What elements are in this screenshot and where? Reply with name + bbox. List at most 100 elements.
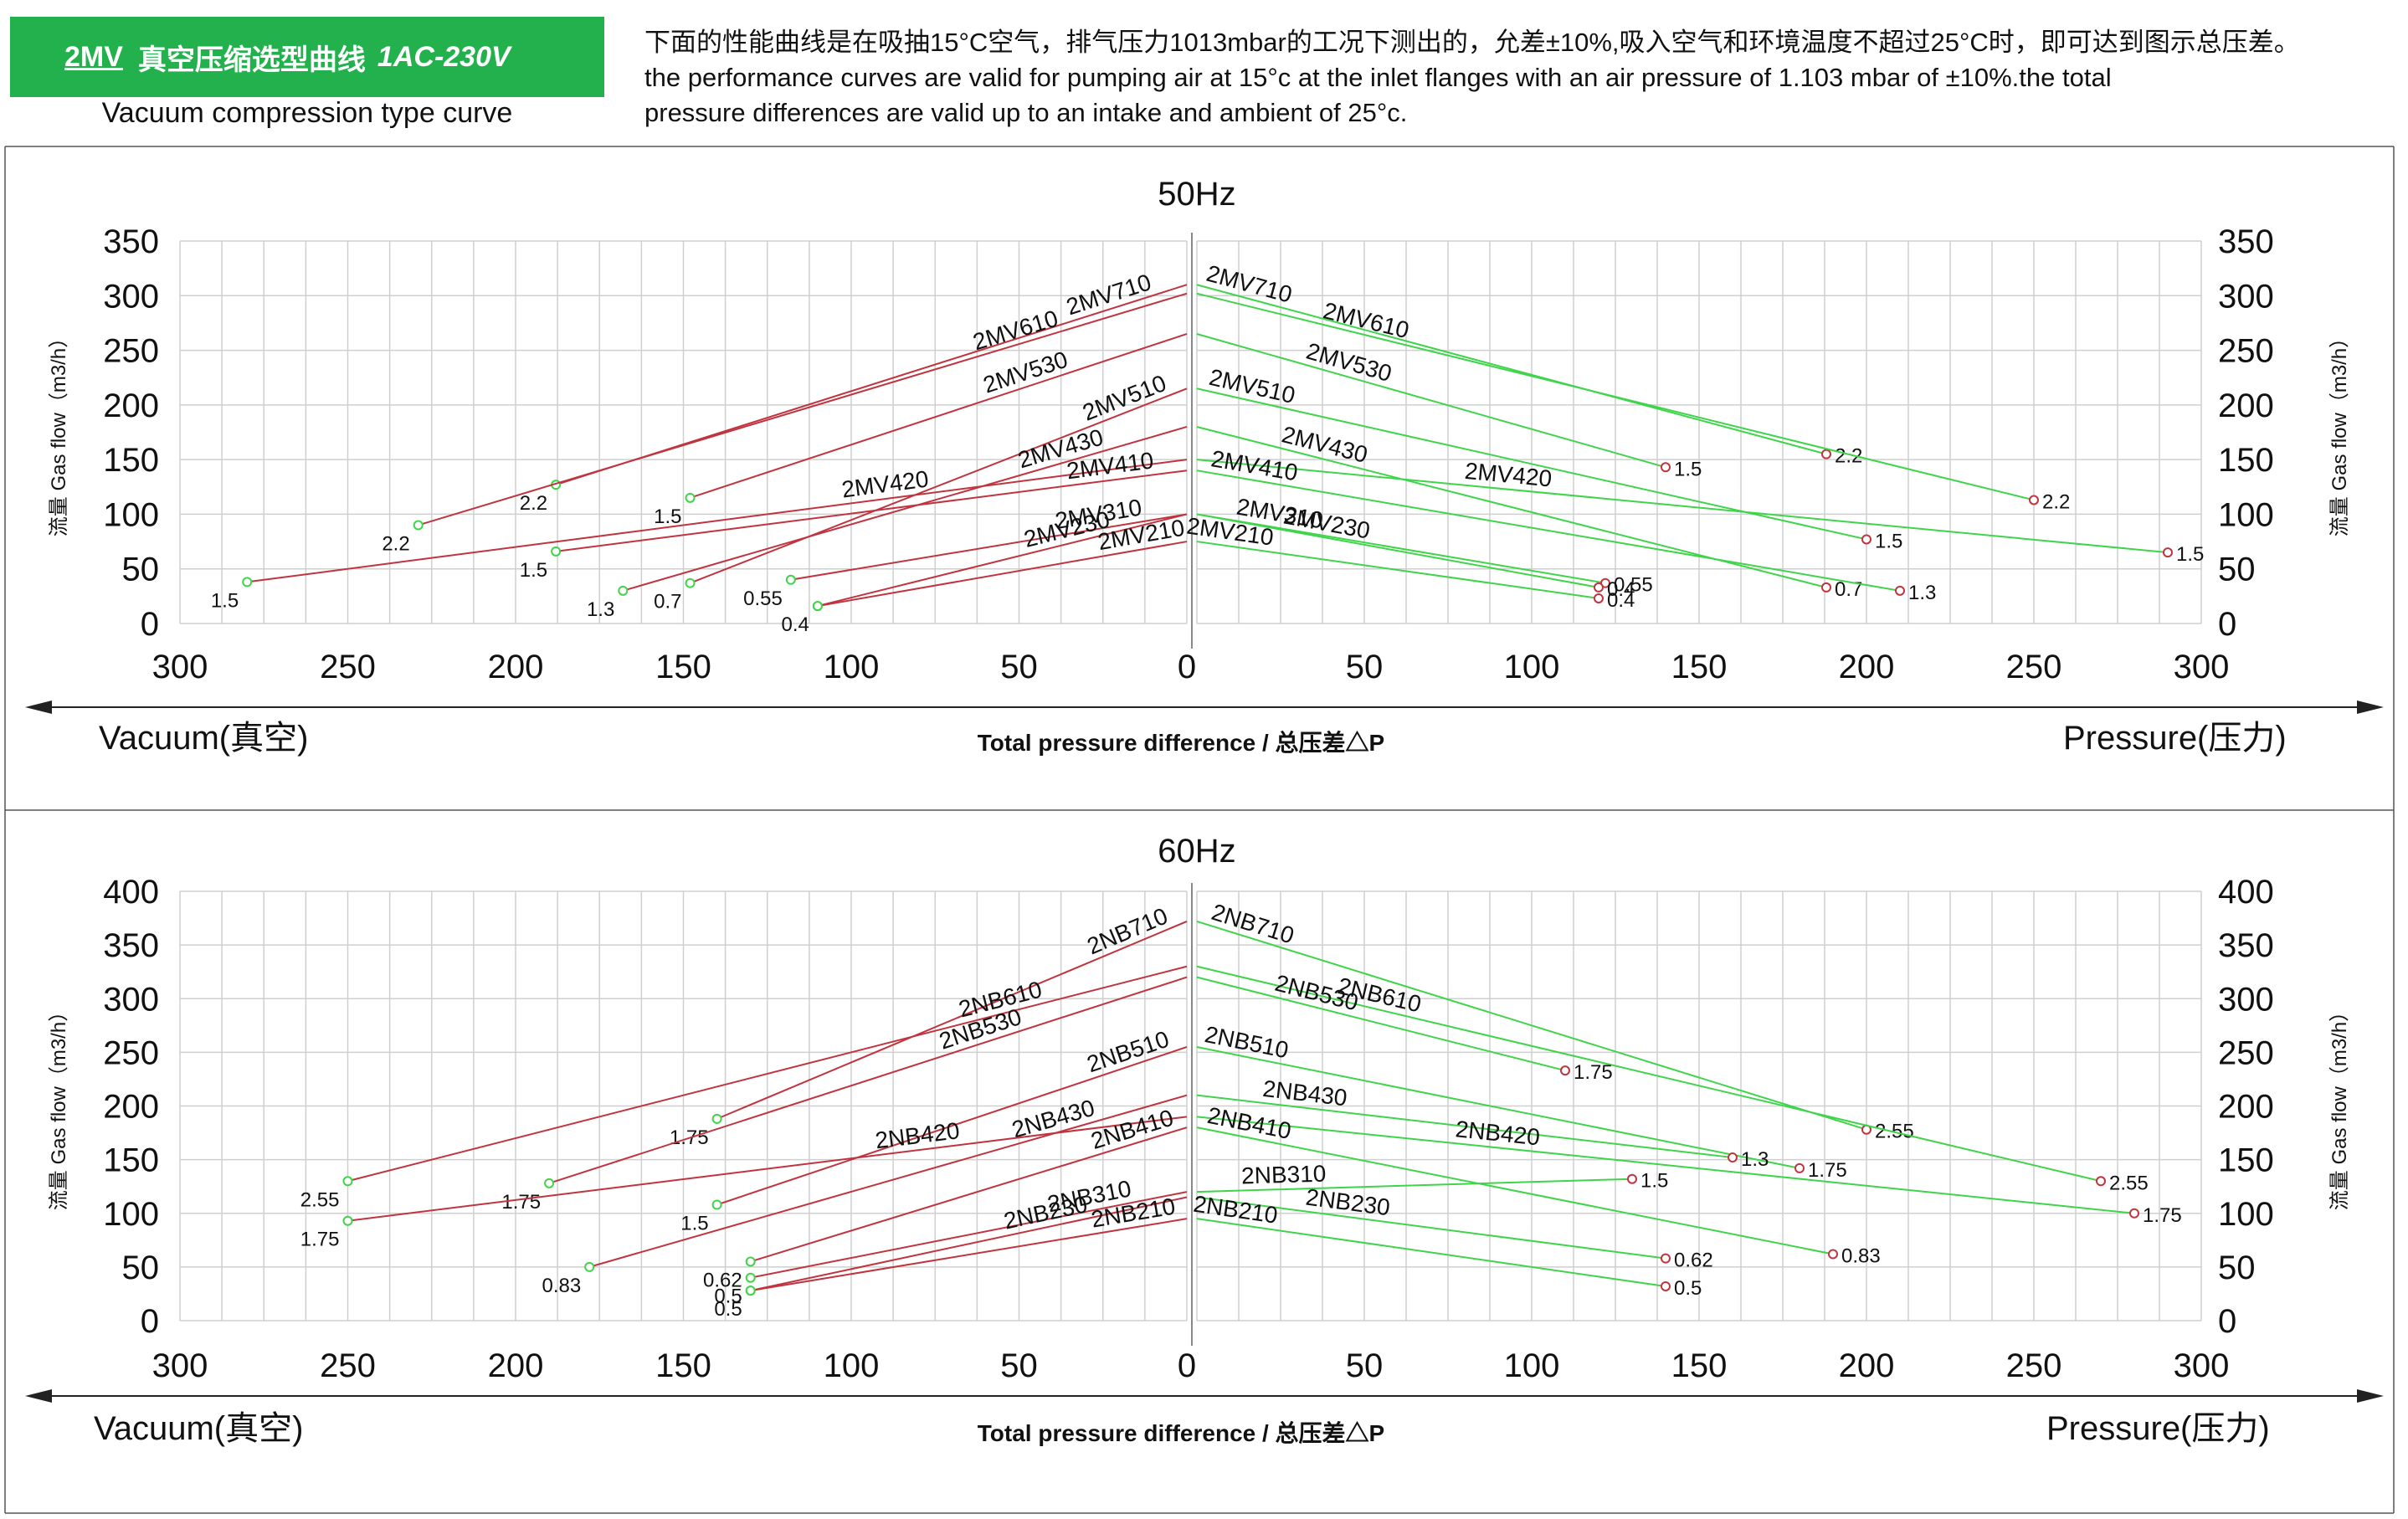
pressure-endpoint-label: 0.4 — [1607, 589, 1635, 612]
x-tick-label-pressure: 100 — [1504, 649, 1560, 685]
pressure-curve-2NB230 — [1196, 1196, 1666, 1260]
y-tick-label-right: 300 — [2218, 981, 2274, 1018]
frequency-title-60Hz: 60Hz — [1158, 833, 1235, 870]
y-tick-label-right: 400 — [2218, 874, 2274, 911]
y-tick-label-right: 50 — [2218, 1250, 2256, 1286]
right-arrow-head — [2357, 700, 2384, 714]
y-tick-label-right: 300 — [2218, 278, 2274, 315]
vacuum-endpoint-2MV510 — [685, 577, 696, 588]
x-tick-label-vacuum: 150 — [655, 1347, 711, 1384]
pressure-endpoint-label: 0.5 — [1674, 1277, 1702, 1300]
y-tick-label-left: 300 — [103, 981, 159, 1018]
pressure-curve-2MV310 — [1196, 513, 1606, 584]
pressure-curve-2MV610 — [1196, 292, 2035, 501]
vacuum-endpoint-2NB430 — [584, 1261, 595, 1272]
vacuum-endpoint-label: 0.4 — [782, 613, 809, 636]
pressure-endpoint-2MV530 — [1661, 462, 1671, 473]
x-tick-label-vacuum: 100 — [824, 649, 880, 685]
y-tick-label-right: 100 — [2218, 1196, 2274, 1233]
y-tick-label-right: 250 — [2218, 333, 2274, 370]
pressure-endpoint-2MV710 — [1821, 449, 1831, 459]
pressure-curve-label: 2MV530 — [1303, 338, 1394, 387]
vacuum-curve-2MV430 — [623, 426, 1188, 592]
vacuum-endpoint-2MV420 — [242, 577, 253, 588]
pressure-endpoint-label: 0.83 — [1841, 1244, 1881, 1267]
pressure-label: Pressure(压力) — [2063, 720, 2287, 757]
pressure-endpoint-2NB610 — [2096, 1176, 2106, 1187]
vacuum-curve-2NB310 — [750, 1191, 1188, 1279]
pressure-curve-2MV710 — [1196, 284, 1827, 455]
x-tick-label-pressure: 250 — [2006, 649, 2062, 685]
pressure-curve-2MV530 — [1196, 333, 1666, 469]
note-line-2: the performance curves are valid for pum… — [644, 63, 2112, 92]
y-tick-label-left: 250 — [103, 1034, 159, 1071]
x-tick-label-vacuum: 200 — [488, 649, 544, 685]
pressure-endpoint-label: 1.5 — [1674, 458, 1702, 480]
pressure-curve-2NB710 — [1196, 920, 1867, 1131]
vacuum-endpoint-label: 0.83 — [542, 1275, 582, 1297]
header-badge: 2MV 真空压缩选型曲线 1AC-230V — [10, 17, 604, 97]
y-axis-label-right: 流量 Gas flow（m3/h） — [2328, 1002, 2351, 1210]
vacuum-curve-label: 2MV420 — [840, 465, 930, 502]
pressure-endpoint-2NB510 — [1794, 1162, 1805, 1173]
y-tick-label-left: 300 — [103, 278, 159, 315]
vacuum-curve-label: 2NB420 — [874, 1117, 961, 1153]
vacuum-endpoint-2NB310 — [745, 1272, 756, 1283]
y-tick-label-left: 250 — [103, 333, 159, 370]
model-name: 2MV — [64, 40, 123, 73]
y-tick-label-left: 350 — [103, 223, 159, 260]
pressure-endpoint-label: 1.3 — [1741, 1148, 1769, 1171]
pressure-endpoint-label: 0.55 — [1614, 574, 1653, 597]
vacuum-label: Vacuum(真空) — [99, 720, 308, 757]
pressure-endpoint-2MV420 — [2163, 547, 2173, 558]
vacuum-curve-label: 2NB710 — [1083, 903, 1171, 960]
vacuum-endpoint-2MV210 — [812, 601, 823, 612]
vacuum-curve-2NB530 — [548, 976, 1188, 1184]
vacuum-endpoint-2NB420 — [342, 1215, 353, 1226]
pressure-curve-2NB430 — [1196, 1094, 1733, 1159]
y-axis-label-right: 流量 Gas flow（m3/h） — [2328, 328, 2351, 536]
pressure-endpoint-label: 0.4 — [1607, 578, 1635, 601]
pressure-curve-2MV420 — [1196, 459, 2169, 554]
vacuum-endpoint-label: 1.5 — [211, 589, 239, 612]
vacuum-endpoint-label: 0.5 — [714, 1286, 742, 1308]
total-pressure-label: Total pressure difference / 总压差△P — [978, 1419, 1385, 1446]
y-tick-label-left: 0 — [141, 1303, 159, 1340]
pressure-endpoint-2NB230 — [1661, 1253, 1671, 1264]
notes: 下面的性能曲线是在吸抽15°C空气，排气压力1013mbar的工况下测出的，允差… — [644, 25, 2402, 131]
vacuum-endpoint-2NB410 — [745, 1256, 756, 1267]
x-tick-label-vacuum: 250 — [320, 649, 376, 685]
chart-title-cn: 真空压缩选型曲线 — [137, 44, 366, 76]
vacuum-curve-label: 2MV610 — [970, 305, 1061, 356]
y-tick-label-right: 350 — [2218, 223, 2274, 260]
vacuum-endpoint-label: 0.7 — [654, 591, 681, 613]
pressure-curve-label: 2NB230 — [1304, 1184, 1391, 1221]
pressure-endpoint-label: 1.5 — [1875, 530, 1902, 552]
x-tick-label-pressure: 250 — [2006, 1347, 2062, 1384]
pressure-curve-label: 2MV610 — [1321, 297, 1412, 343]
pressure-curve-2NB210 — [1196, 1218, 1666, 1287]
vacuum-endpoint-2MV610 — [413, 520, 424, 531]
pressure-endpoint-label: 1.75 — [1808, 1159, 1847, 1182]
vacuum-endpoint-2NB530 — [544, 1178, 555, 1188]
pressure-endpoint-2MV210 — [1594, 593, 1604, 603]
vacuum-curve-2MV310 — [790, 513, 1188, 581]
vacuum-curve-2MV510 — [690, 387, 1188, 584]
pressure-curve-2NB310 — [1196, 1178, 1633, 1193]
note-line-3: pressure differences are valid up to an … — [644, 98, 1408, 127]
y-tick-label-left: 50 — [122, 552, 160, 588]
y-axis-label-left: 流量 Gas flow（m3/h） — [48, 1002, 70, 1210]
pressure-curve-label: 2NB710 — [1209, 899, 1297, 949]
pressure-curve-2NB510 — [1196, 1045, 1800, 1169]
pressure-endpoint-label: 2.2 — [2042, 490, 2070, 513]
pressure-curve-2MV510 — [1196, 387, 1867, 541]
y-tick-label-left: 200 — [103, 387, 159, 424]
pressure-endpoint-2NB420 — [2129, 1208, 2139, 1219]
note-line-1: 下面的性能曲线是在吸抽15°C空气，排气压力1013mbar的工况下测出的，允差… — [644, 28, 2300, 57]
x-tick-label-vacuum: 50 — [1000, 1347, 1038, 1384]
vacuum-curve-2NB610 — [347, 965, 1188, 1183]
x-tick-label-vacuum: 0 — [1178, 1347, 1196, 1384]
vacuum-endpoint-label: 2.55 — [300, 1188, 340, 1211]
y-tick-label-left: 0 — [141, 606, 159, 643]
x-tick-label-vacuum: 300 — [152, 649, 208, 685]
